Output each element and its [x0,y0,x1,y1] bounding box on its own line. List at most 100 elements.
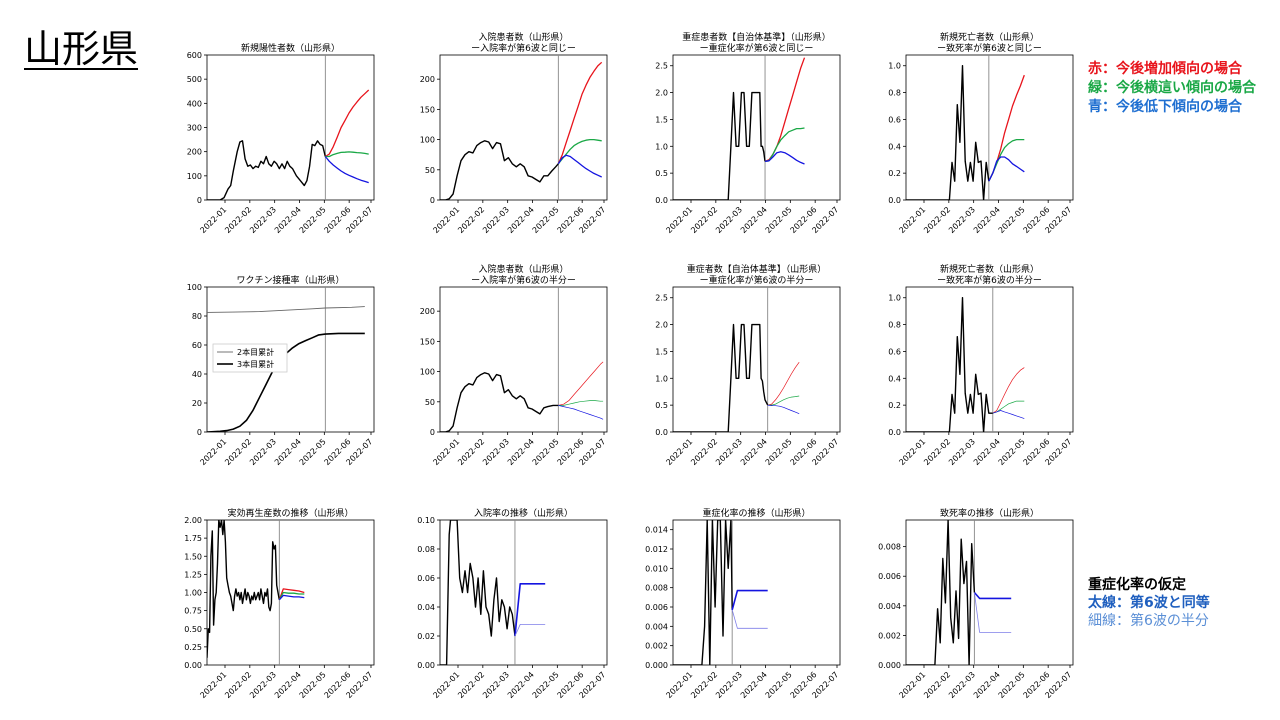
y-tick-label: 0.75 [184,607,202,616]
plot-area [906,55,1025,200]
y-tick-label: 0.5 [655,401,668,410]
y-tick-label: 150 [420,337,435,346]
y-tick-label: 0.014 [645,526,668,535]
series-actual [440,520,516,665]
y-tick-label: 1.0 [655,142,668,151]
y-tick-label: 0.8 [888,321,901,330]
y-tick-label: 200 [187,148,202,157]
y-tick-label: 0.010 [645,564,668,573]
plot-area [440,55,603,200]
y-tick-label: 0.0 [888,196,901,205]
series-flat [557,138,602,165]
y-tick-label: 500 [187,75,202,84]
plot-frame [672,519,841,666]
y-tick-label: 80 [192,312,202,321]
legend-blue: 青：今後低下傾向の場合 [1088,99,1242,115]
y-tick-label: 0.002 [878,631,901,640]
y-tick-label: 100 [187,172,202,181]
series-flat [767,395,800,406]
chart-title: 重症化率の推移（山形県） [702,507,810,519]
y-tick-label: 2.5 [655,294,668,303]
legend-green: 緑：今後横這い傾向の場合 [1088,80,1256,96]
y-tick-label: 1.0 [888,62,901,71]
page-title: 山形県 [24,27,139,71]
plot-area [673,55,806,200]
legend-label-dose3: 3本目累計 [237,359,274,369]
chart-c-rt: 実効再生産数の推移（山形県） 0.00 0.25 0.50 0.75 1.00 1.25 1.… [184,507,374,700]
plot-frame [439,54,608,201]
y-tick-label: 0.008 [878,543,901,552]
series-decrease [764,151,805,165]
chart-c-severe-rate: 重症化率の推移（山形県） 0.000 0.002 0.004 0.006 0.008 0.0… [645,507,840,700]
y-tick-label: 2.00 [184,516,202,525]
scenario-legend: 赤：今後増加傾向の場合 緑：今後横這い傾向の場合 青：今後低下傾向の場合 [1088,60,1256,117]
chart-title: 新規死亡者数（山形県） [940,263,1039,275]
y-tick-label: 0.00 [417,661,435,670]
y-tick-label: 0.004 [645,622,668,631]
chart-title: ー重症化率が第6波と同じー [700,42,814,54]
series-thick [514,583,546,637]
vaccine-legend [212,343,288,373]
series-actual [673,520,733,665]
series-actual [440,372,559,432]
plot-area [207,520,305,665]
series-thin [974,592,1012,633]
y-tick-label: 0.2 [888,401,901,410]
chart-title: 入院率の推移（山形県） [474,507,573,519]
y-tick-label: 1.00 [184,589,202,598]
chart-c-new-cases: 新規陽性者数（山形県）01002003004005006002022-01202… [187,42,375,235]
series-flat [325,151,369,158]
series-increase [278,588,305,601]
chart-c-vaccine: ワクチン接種率（山形県）0204060801002022-012022-0220… [187,274,375,467]
assumption-thick: 太線：第6波と同等 [1088,595,1210,611]
y-tick-label: 0.6 [888,347,901,356]
plot-frame [672,54,841,201]
chart-c-hosp-rate: 入院率の推移（山形県）0.000.020.040.060.080.102022-… [417,507,607,700]
y-tick-label: 0 [430,428,435,437]
y-tick-label: 20 [192,399,202,408]
y-tick-label: 0.8 [888,89,901,98]
plot-frame [439,519,608,666]
series-thin [731,609,768,629]
y-tick-label: 0.25 [184,643,202,652]
chart-title: 重症者数【自治体基準】（山形県） [687,263,827,275]
chart-title: 重症患者数【自治体基準】（山形県） [682,31,831,43]
y-tick-label: 2.5 [655,62,668,71]
series-decrease [557,154,602,178]
y-tick-label: 1.0 [655,374,668,383]
y-tick-label: 0.002 [645,642,668,651]
series-actual [673,91,766,200]
legend-red: 赤：今後増加傾向の場合 [1088,61,1242,77]
chart-title: 致死率の推移（山形県） [940,507,1039,519]
plot-frame [905,286,1074,433]
series-decrease [767,404,800,415]
y-tick-label: 60 [192,341,202,350]
y-tick-label: 0.50 [184,625,202,634]
chart-c-severe-same: 重症患者数【自治体基準】（山形県）ー重症化率が第6波と同じー 0.0 0.5 1.0 1… [655,31,840,235]
series-decrease [558,405,604,420]
chart-title: ワクチン接種率（山形県） [236,274,344,286]
assumption-thin: 細線：第6波の半分 [1088,613,1209,629]
chart-title: ー入院率が第6波の半分ー [471,274,576,286]
y-tick-label: 0.04 [417,603,435,612]
chart-title: 実効再生産数の推移（山形県） [227,507,353,519]
plot-frame [439,286,608,433]
chart-c-hosp-same: 入院患者数（山形県）ー入院率が第6波と同じー0501001502002022-0… [420,31,608,235]
chart-c-hosp-half: 入院患者数（山形県）ー入院率が第6波の半分ー0501001502002022-0… [420,263,608,467]
y-tick-label: 300 [187,124,202,133]
series-flat [558,400,604,406]
y-tick-label: 0.006 [645,603,668,612]
y-tick-label: 0.08 [417,545,435,554]
series-actual [207,520,280,658]
plot-frame [905,519,1074,666]
chart-title: ー致死率が第6波の半分ー [937,274,1042,286]
plot-area [673,520,768,665]
series-increase [558,361,604,406]
plot-area [207,55,370,200]
y-tick-label: 2.0 [655,321,668,330]
y-tick-label: 200 [420,307,435,316]
y-tick-label: 0.006 [878,572,901,581]
chart-c-severe-half: 重症者数【自治体基準】（山形県）ー重症化率が第6波の半分ー 0.0 0.5 1.0 1.… [655,263,840,467]
y-tick-label: 0.5 [655,169,668,178]
